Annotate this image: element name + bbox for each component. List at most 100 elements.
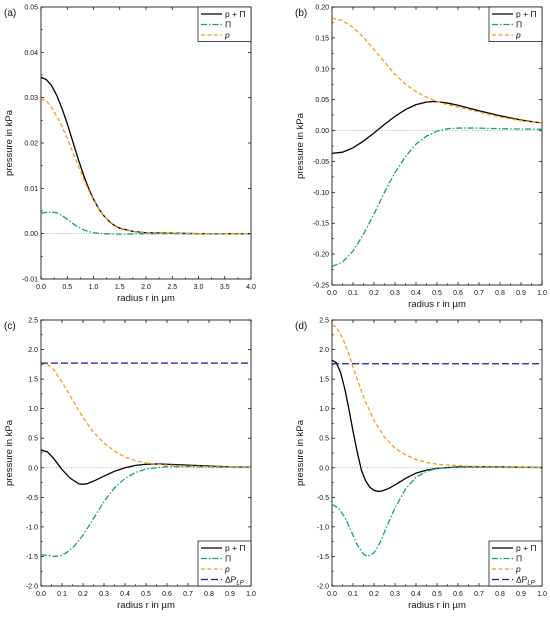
legend-entry-name: p [224,30,230,40]
x-tick-label: 2.0 [141,284,151,291]
x-tick-label: 1.0 [537,591,547,598]
legend-entry-name: Π [225,554,231,564]
legend-entry: p + Π [516,9,537,19]
y-tick-label: 1.5 [319,377,329,384]
legend-entry-name: p [224,564,230,574]
y-tick-label: 0.02 [24,141,38,148]
y-tick-label: 2.0 [28,347,38,354]
legend-entry-name: Π [225,20,231,30]
x-tick-label: 0.9 [225,591,235,598]
legend-entry: Π [225,20,231,30]
x-tick-label: 0.2 [369,290,379,297]
x-tick-label: 0.5 [141,591,151,598]
x-tick-label: 0.9 [516,591,526,598]
legend-entry-name: p + Π [225,9,246,19]
legend-entry: p [224,30,230,40]
y-tick-label: 0.04 [24,50,38,57]
x-tick-label: 0.2 [78,591,88,598]
x-tick-label: 0.7 [183,591,193,598]
x-tick-label: 1.0 [89,284,99,291]
y-tick-label: 0.00 [315,128,329,135]
legend-entry-name: p + Π [516,543,537,553]
x-tick-label: 0.3 [390,290,400,297]
y-tick-label: 2.0 [319,347,329,354]
series-line-1 [41,211,251,235]
legend-entry-name: Π [516,554,522,564]
y-tick-label: 0.5 [319,436,329,443]
y-tick-label: 0.0 [28,465,38,472]
y-tick-label: -0.05 [313,159,329,166]
series-line-0 [332,100,542,155]
x-tick-label: 0.0 [36,591,46,598]
y-tick-label: -0.01 [22,277,38,284]
y-axis-label: pressure in kPa [295,419,306,486]
y-tick-label: 1.0 [319,406,329,413]
legend-entry: ΔPLP [225,575,244,587]
legend-entry: p + Π [225,9,246,19]
x-tick-label: 0.6 [162,591,172,598]
legend-entry-subscript: LP [527,581,534,587]
legend-entry-name: p [515,30,521,40]
legend-entry-name: ΔP [516,575,528,585]
legend-entry-name: Π [516,20,522,30]
y-tick-label: 1.5 [28,377,38,384]
y-tick-label: -0.20 [313,252,329,259]
legend-entry-subscript: LP [236,581,243,587]
panel-label: (b) [295,8,307,19]
y-tick-label: -0.10 [313,190,329,197]
series-line-2 [332,324,542,469]
series-line-2 [332,17,542,124]
legend-entry: Π [225,554,231,564]
y-tick-label: 0.03 [24,95,38,102]
x-tick-label: 1.0 [537,290,547,297]
x-axis-label: radius r in µm [117,600,175,611]
y-tick-label: -0.15 [313,221,329,228]
x-tick-label: 0.4 [411,290,421,297]
x-tick-label: 0.8 [495,290,505,297]
panel-label: (d) [295,321,307,332]
plot-frame [40,6,252,280]
x-tick-label: 0.0 [327,290,337,297]
x-tick-label: 0.2 [369,591,379,598]
panel-2: 0.0 0.1 0.2 0.3 0.4 0.5 0.6 0.7 0.8 0.9 1.0 -0.25 -0… [295,5,547,311]
y-tick-label: -0.5 [317,495,329,502]
series-line-0 [332,359,542,493]
legend-entry: p + Π [225,543,246,553]
y-tick-label: 0.5 [28,436,38,443]
legend-entry: p [224,564,230,574]
y-tick-label: 0.10 [315,66,329,73]
x-tick-label: 0.5 [432,290,442,297]
legend-entry-name: p + Π [516,9,537,19]
y-axis-label: pressure in kPa [4,109,15,176]
panel-label: (c) [4,321,16,332]
legend: p + ΠΠp [197,6,252,42]
y-tick-label: -0.5 [26,495,38,502]
legend-entry: Π [516,554,522,564]
x-tick-label: 0.7 [474,290,484,297]
y-tick-label: -0.25 [313,283,329,290]
plot-frame [331,6,543,286]
panel-label: (a) [4,8,16,19]
panel-1: 0.0 0.5 1.0 1.5 2.0 2.5 3.0 3.5 4.0 -0.01 0.00 0.01… [4,5,256,305]
x-tick-label: 0.9 [516,290,526,297]
y-tick-label: 0.01 [24,186,38,193]
legend-entry: Π [516,20,522,30]
legend-entry: p + Π [516,543,537,553]
x-tick-label: 1.0 [246,591,256,598]
x-tick-label: 0.3 [390,591,400,598]
y-tick-label: -1.0 [26,524,38,531]
x-tick-label: 1.5 [115,284,125,291]
y-tick-label: 0.20 [315,5,329,12]
y-tick-label: -1.5 [317,554,329,561]
x-tick-label: 0.6 [453,290,463,297]
x-tick-label: 0.5 [62,284,72,291]
y-axis-label: pressure in kPa [4,419,15,486]
x-tick-label: 0.8 [204,591,214,598]
legend-entry-name: p [515,564,521,574]
x-tick-label: 0.8 [495,591,505,598]
y-tick-label: 0.05 [315,97,329,104]
y-tick-label: -2.0 [26,584,38,591]
